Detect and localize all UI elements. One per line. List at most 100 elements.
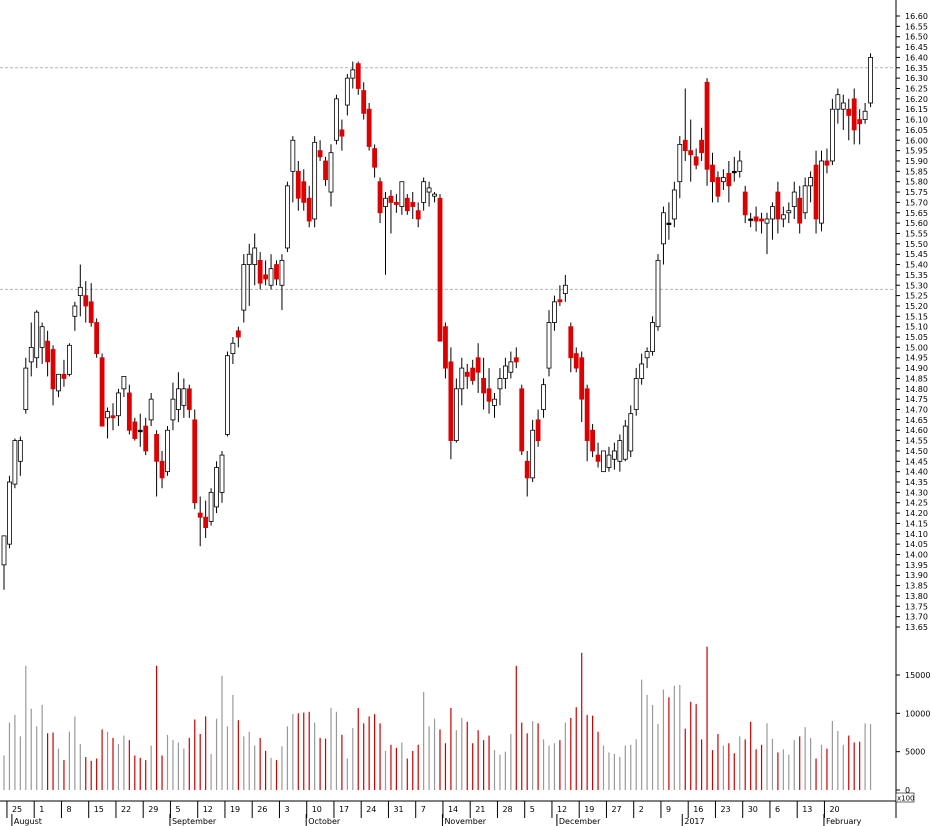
candle-body [464, 371, 470, 377]
candle-body [399, 181, 405, 207]
price-tick-label: 14.35 [905, 478, 928, 487]
candle-body [519, 388, 525, 452]
date-axis: 25 1 8 15 22 29 5 12 19 26 3 10 17 24 31 7 14 21 28 5 12 19 27… [6, 801, 862, 826]
date-tick-label: 13 [802, 805, 812, 814]
price-tick-label: 14.95 [905, 354, 928, 363]
candle-body [862, 110, 868, 120]
candle-body [83, 295, 89, 307]
candle-body [99, 357, 105, 427]
price-tick-label: 15.15 [905, 312, 928, 321]
candle-body [17, 440, 23, 462]
candle-body [366, 108, 372, 147]
candle-body [530, 429, 536, 479]
candle-body [203, 516, 209, 528]
candle-body [731, 170, 737, 174]
volume-axis: 15000 10000 5000 0 [896, 671, 930, 795]
date-tick-label: 26 [257, 805, 267, 814]
candle-body [393, 202, 399, 205]
candle-body [557, 299, 563, 303]
candle-body [12, 440, 18, 485]
candle-body [688, 150, 694, 156]
volume-tick-label: 10000 [905, 709, 930, 718]
price-tick-label: 13.70 [905, 613, 928, 622]
price-tick-label: 16.40 [905, 53, 928, 62]
date-tick-label: 27 [611, 805, 621, 814]
candle-body [274, 264, 279, 280]
candle-body [513, 357, 519, 363]
candle-body [165, 429, 170, 473]
price-tick-label: 15.80 [905, 178, 928, 187]
price-tick-label: 14.40 [905, 468, 928, 477]
price-tick-label: 14.75 [905, 395, 928, 404]
price-tick-label: 13.80 [905, 592, 928, 601]
candle-body [666, 222, 672, 226]
candle-body [105, 411, 110, 419]
candle-body [835, 94, 841, 110]
volume-unit-text: x100 [897, 795, 915, 803]
candle-body [361, 90, 367, 114]
candle-body [579, 357, 585, 400]
candle-body [573, 353, 579, 369]
price-tick-label: 13.95 [905, 561, 928, 570]
candle-body [824, 160, 830, 166]
candle-body [39, 326, 45, 348]
candle-body [448, 361, 454, 441]
date-tick-label: 7 [421, 805, 426, 814]
price-tick-label: 14.15 [905, 519, 928, 528]
candle-body [819, 160, 824, 224]
candle-body [492, 398, 497, 406]
candle-body [404, 197, 410, 212]
candle-body [159, 460, 165, 479]
volume-tick-label: 0 [905, 786, 910, 795]
candle-body [546, 322, 552, 369]
candle-body [682, 139, 688, 152]
month-label: 2017 [684, 817, 704, 826]
price-tick-label: 15.85 [905, 167, 928, 176]
candle-body [868, 57, 873, 104]
candle-body [617, 440, 623, 462]
candle-body [453, 388, 459, 441]
candle-body [481, 378, 487, 394]
candle-body [584, 388, 590, 441]
candle-body [830, 108, 835, 162]
candle-body [759, 218, 764, 222]
candle-body [606, 454, 612, 468]
candle-body [306, 197, 312, 222]
candle-body [715, 177, 721, 197]
price-tick-label: 16.25 [905, 84, 928, 93]
candle-body [290, 139, 296, 172]
candle-body [28, 346, 34, 363]
volume-unit-label: x100 [895, 792, 915, 803]
price-tick-label: 15.45 [905, 250, 928, 259]
candle-body [601, 450, 606, 473]
candle-body [650, 322, 655, 352]
price-tick-label: 14.10 [905, 530, 928, 539]
date-tick-label: 15 [94, 805, 104, 814]
candle-body [154, 433, 160, 462]
candle-body [622, 425, 628, 460]
candle-body [748, 218, 754, 221]
candles [1, 53, 873, 590]
price-tick-label: 14.20 [905, 509, 928, 518]
candle-body [421, 181, 427, 203]
candle-body [671, 189, 677, 220]
price-tick-label: 14.70 [905, 406, 928, 415]
candle-body [72, 305, 78, 317]
candle-body [726, 173, 732, 187]
candle-body [77, 286, 83, 297]
price-tick-label: 13.90 [905, 571, 928, 580]
candle-body [94, 322, 100, 355]
volume-tick-label: 15000 [905, 671, 930, 680]
candle-body [764, 218, 770, 224]
price-tick-label: 14.30 [905, 488, 928, 497]
candle-body [661, 212, 666, 245]
candle-body [126, 392, 132, 431]
price-tick-label: 15.35 [905, 271, 928, 280]
date-tick-label: 28 [502, 805, 512, 814]
candle-body [443, 326, 448, 369]
candle-body [88, 301, 94, 323]
volume-unit-box [895, 792, 915, 803]
price-tick-label: 16.30 [905, 74, 928, 83]
candle-body [846, 108, 852, 116]
